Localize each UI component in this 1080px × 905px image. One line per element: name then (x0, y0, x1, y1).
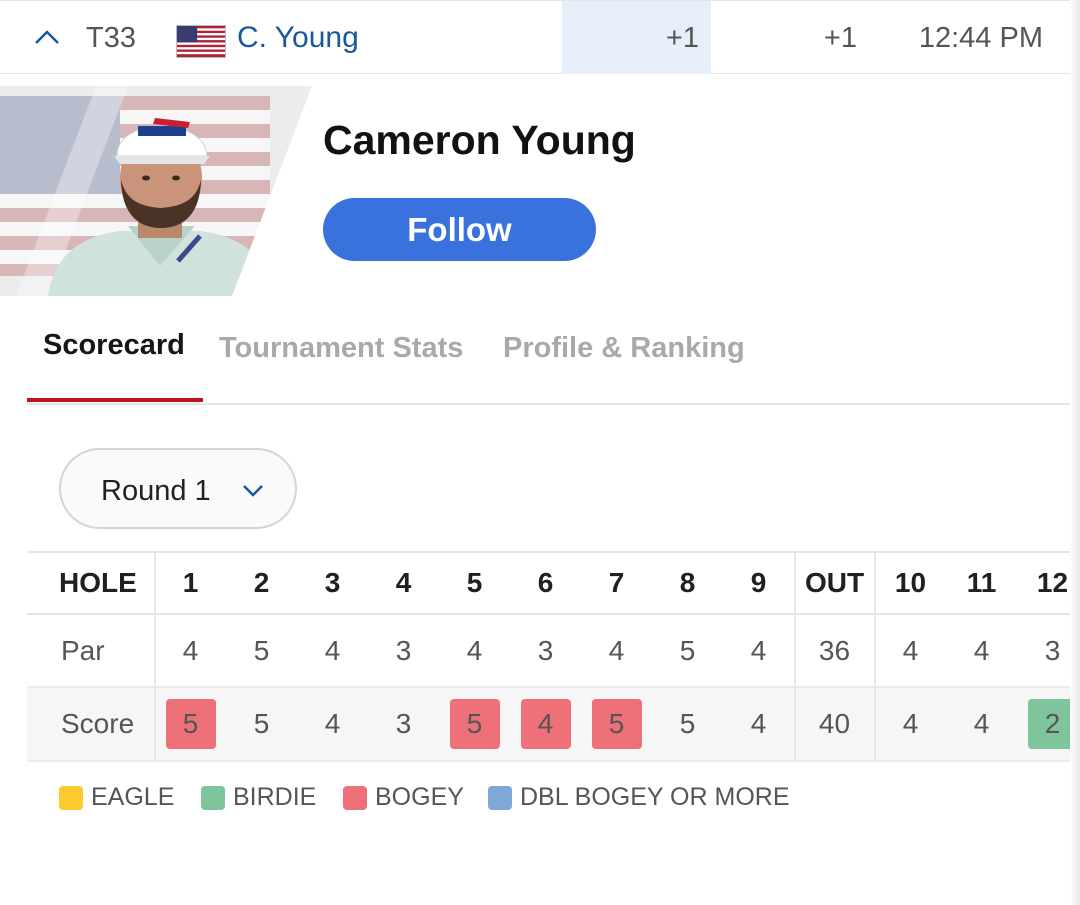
score-cell: 2 (1017, 688, 1080, 760)
par-value: 4 (973, 634, 990, 666)
legend-label: DBL BOGEY OR MORE (520, 783, 790, 811)
par-out-total: 36 (818, 634, 851, 666)
score-cell: 5 (439, 688, 510, 760)
cap-logo-text: EMPOWER (141, 127, 183, 136)
legend-label: EAGLE (91, 783, 175, 811)
legend-item-birdie: BIRDIE (201, 783, 316, 812)
legend-swatch-double-bogey (488, 785, 512, 810)
legend-item-eagle: EAGLE (59, 783, 174, 812)
legend-label: BOGEY (375, 783, 464, 811)
hole-number: 5 (466, 567, 483, 598)
hole-number: 8 (679, 567, 696, 598)
score-badge-birdie: 2 (1027, 699, 1078, 749)
score-value: 3 (395, 708, 412, 739)
score-badge-bogey: 5 (165, 699, 216, 749)
column-divider (874, 551, 876, 762)
out-header: OUT (804, 567, 865, 598)
score-cell: 5 (226, 688, 297, 760)
score-out-total: 40 (818, 708, 851, 739)
score-cell: 4 (723, 688, 794, 760)
score-cell: 5 (155, 688, 226, 760)
score-value: 4 (902, 708, 919, 739)
score-value: 4 (973, 708, 990, 739)
hole-number: 11 (966, 567, 997, 598)
hole-number: 3 (324, 567, 341, 598)
hole-number: 6 (537, 567, 554, 598)
score-cell: 4 (875, 688, 946, 760)
hole-number: 9 (750, 567, 767, 598)
par-value: 4 (608, 634, 625, 666)
player-short-name-link[interactable]: C. Young (237, 21, 359, 54)
score-cell: 4 (946, 688, 1017, 760)
hole-number: 12 (1036, 567, 1069, 598)
par-value: 4 (324, 634, 341, 666)
chevron-up-icon[interactable] (34, 29, 60, 45)
tab-profile-ranking[interactable]: Profile & Ranking (503, 332, 745, 364)
par-value: 3 (395, 634, 412, 666)
legend-item-double-bogey: DBL BOGEY OR MORE (488, 783, 790, 812)
par-value: 4 (182, 634, 199, 666)
tab-scorecard[interactable]: Scorecard (43, 329, 185, 361)
score-cell: 5 (652, 688, 723, 760)
chevron-down-icon (243, 485, 263, 497)
score-cell: 4 (297, 688, 368, 760)
par-value: 5 (253, 634, 270, 666)
score-cell: 3 (368, 688, 439, 760)
usa-flag-icon (176, 25, 226, 58)
score-badge-bogey: 5 (591, 699, 642, 749)
tee-time: 12:44 PM (918, 22, 1043, 54)
hole-number: 1 (182, 567, 199, 598)
legend-item-bogey: BOGEY (343, 783, 464, 812)
par-value: 4 (750, 634, 767, 666)
score-badge-bogey: 5 (449, 699, 500, 749)
player-headshot: EMPOWER (0, 86, 312, 296)
column-divider (154, 551, 156, 762)
hole-header-row: HOLE 1 2 3 4 5 6 7 8 9 OUT 10 11 12 (27, 551, 1080, 615)
hole-number: 7 (608, 567, 625, 598)
par-value: 3 (537, 634, 554, 666)
position-label: T33 (86, 22, 136, 54)
score-value: 4 (750, 708, 767, 739)
scroll-edge-shadow (1070, 0, 1080, 905)
par-value: 5 (679, 634, 696, 666)
legend-label: BIRDIE (233, 783, 317, 811)
follow-button[interactable]: Follow (323, 198, 596, 261)
score-row: Score 5 5 4 3 5 4 5 5 4 40 4 4 2 (27, 688, 1080, 762)
round-select-value: Round 1 (101, 475, 211, 507)
par-value: 4 (902, 634, 919, 666)
score-cell: 4 (510, 688, 581, 760)
hole-number: 2 (253, 567, 270, 598)
leaderboard-row[interactable]: T33 C. Young +1 +1 12:44 PM (0, 0, 1080, 74)
hole-number: 4 (395, 567, 412, 598)
par-row-label: Par (61, 634, 105, 666)
par-value: 4 (466, 634, 483, 666)
score-value: 5 (253, 708, 270, 739)
player-full-name: Cameron Young (323, 117, 636, 163)
score-value: 5 (679, 708, 696, 739)
par-value: 3 (1044, 634, 1061, 666)
round-select[interactable]: Round 1 (59, 448, 297, 529)
today-cell-highlight (562, 1, 711, 74)
active-tab-indicator (27, 398, 203, 402)
score-row-label: Score (61, 708, 135, 739)
column-divider (794, 551, 796, 762)
tab-tournament-stats[interactable]: Tournament Stats (219, 332, 464, 364)
score-cell: 5 (581, 688, 652, 760)
score-badge-bogey: 4 (520, 699, 571, 749)
legend-swatch-eagle (59, 785, 83, 810)
par-row: Par 4 5 4 3 4 3 4 5 4 36 4 4 3 (27, 615, 1080, 688)
hole-number: 10 (894, 567, 927, 598)
hole-header-label: HOLE (59, 567, 137, 598)
player-tabs: Scorecard Tournament Stats Profile & Ran… (27, 316, 1080, 405)
legend-swatch-birdie (201, 785, 225, 810)
total-score: +1 (823, 22, 857, 54)
legend-swatch-bogey (343, 785, 367, 810)
score-value: 4 (324, 708, 341, 739)
today-score: +1 (665, 22, 699, 54)
